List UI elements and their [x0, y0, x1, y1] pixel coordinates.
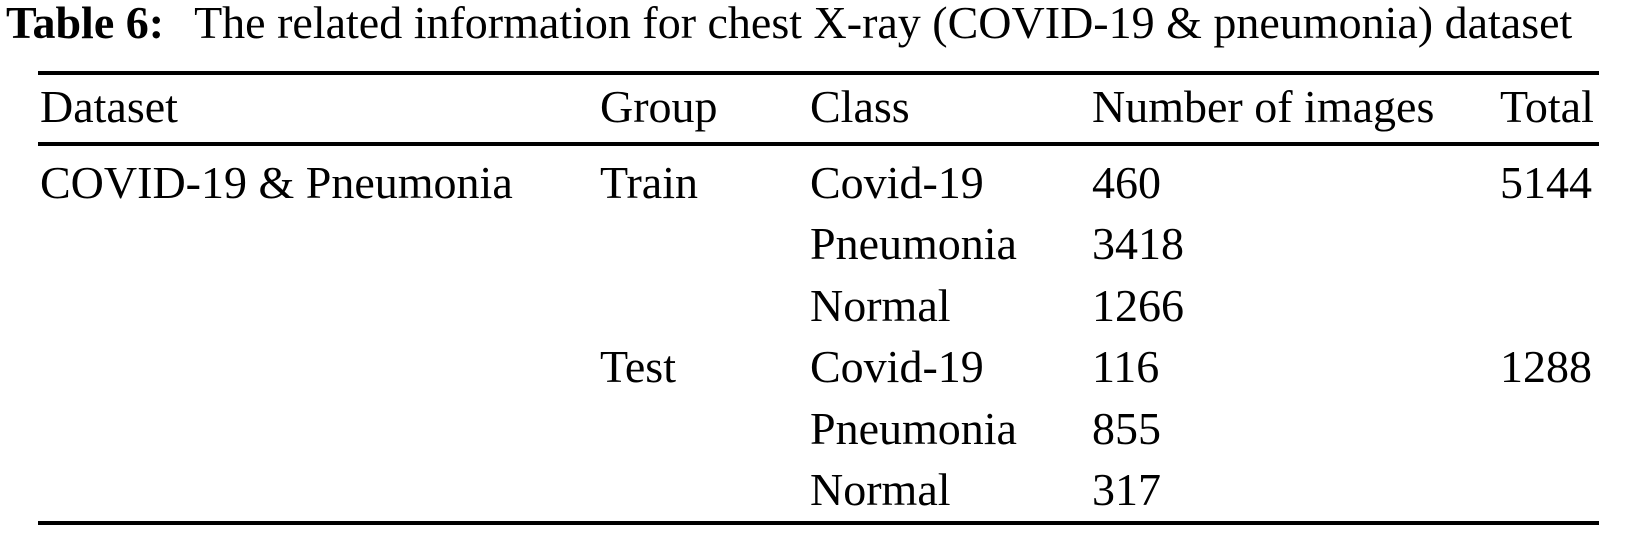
- table-row: Normal 317: [0, 467, 1637, 519]
- cell-total: 5144: [1500, 157, 1592, 208]
- table-row: Pneumonia 3418: [0, 221, 1637, 273]
- cell-dataset-name: COVID-19 & Pneumonia: [40, 157, 513, 208]
- cell-group: Test: [600, 341, 676, 392]
- cell-number-of-images: 317: [1092, 464, 1161, 515]
- cell-class: Normal: [810, 464, 951, 515]
- table-top-rule: [38, 71, 1599, 75]
- table-caption: Table 6: The related information for ches…: [6, 0, 1572, 46]
- table-bottom-rule: [38, 521, 1599, 525]
- table-header-separator-rule: [38, 142, 1599, 146]
- column-header-number-of-images: Number of images: [1092, 81, 1435, 132]
- table-caption-number: Table 6:: [6, 0, 165, 48]
- column-header-group: Group: [600, 81, 718, 132]
- table-caption-text: The related information for chest X-ray …: [194, 0, 1573, 48]
- cell-number-of-images: 460: [1092, 157, 1161, 208]
- table-row: Normal 1266: [0, 283, 1637, 335]
- cell-class: Covid-19: [810, 341, 984, 392]
- cell-total: 1288: [1500, 341, 1592, 392]
- cell-class: Normal: [810, 280, 951, 331]
- cell-class: Pneumonia: [810, 218, 1017, 269]
- cell-class: Pneumonia: [810, 403, 1017, 454]
- cell-number-of-images: 1266: [1092, 280, 1184, 331]
- cell-number-of-images: 855: [1092, 403, 1161, 454]
- cell-group: Train: [600, 157, 698, 208]
- cell-class: Covid-19: [810, 157, 984, 208]
- cell-number-of-images: 116: [1092, 341, 1160, 392]
- table-row: Test Covid-19 116 1288: [0, 344, 1637, 396]
- table-header-row: Dataset Group Class Number of images Tot…: [0, 84, 1637, 136]
- column-header-total: Total: [1500, 81, 1594, 132]
- column-header-class: Class: [810, 81, 910, 132]
- column-header-dataset: Dataset: [40, 81, 178, 132]
- cell-number-of-images: 3418: [1092, 218, 1184, 269]
- table-row: COVID-19 & Pneumonia Train Covid-19 460 …: [0, 160, 1637, 212]
- table-row: Pneumonia 855: [0, 406, 1637, 458]
